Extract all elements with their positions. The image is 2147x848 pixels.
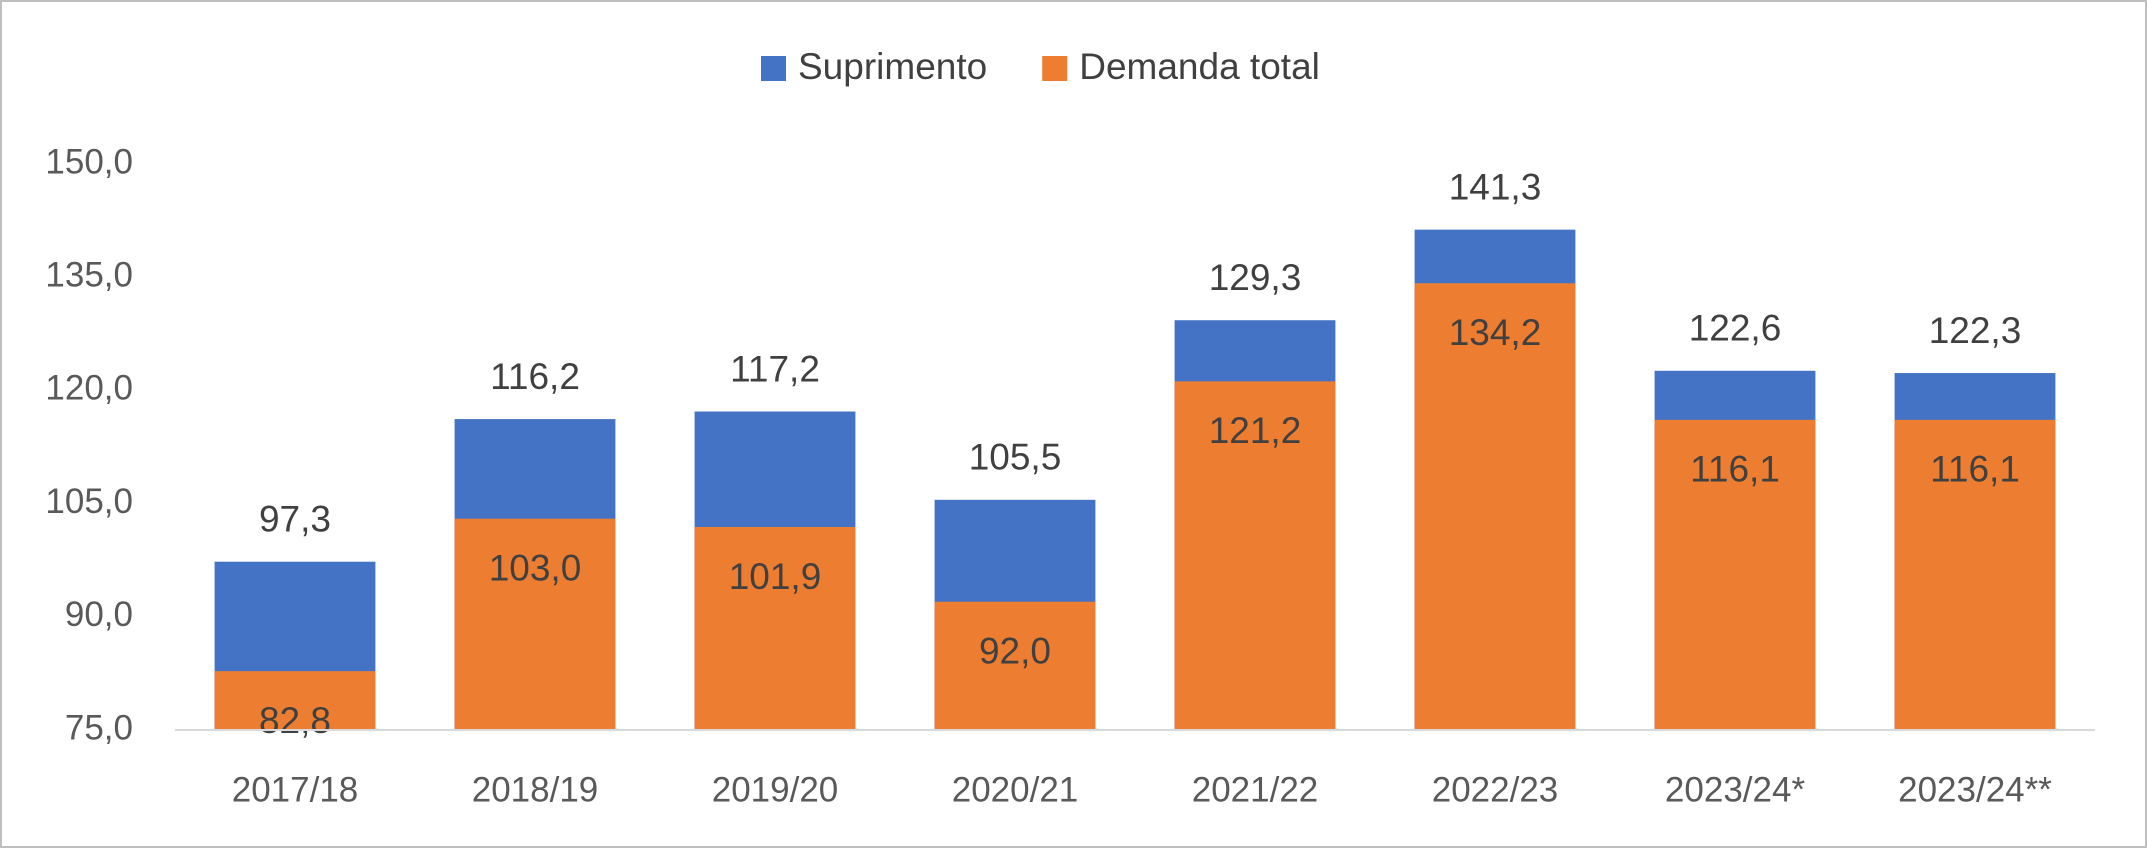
bar [1414,283,1576,730]
data-label: 116,2 [490,356,580,397]
y-tick-label: 75,0 [65,708,133,747]
x-tick-label: 2023/24* [1665,770,1806,809]
data-label: 134,2 [1449,312,1542,353]
data-label: 122,6 [1689,308,1782,349]
x-tick-label: 2020/21 [952,770,1079,809]
bar [214,671,376,730]
bar [934,601,1096,730]
data-label: 116,1 [1930,449,2020,490]
y-tick-label: 150,0 [45,142,133,181]
data-label: 141,3 [1449,166,1542,207]
legend-label: Demanda total [1079,46,1320,87]
x-tick-label: 2017/18 [232,770,359,809]
legend-swatch [1042,56,1068,81]
bar [1174,381,1336,730]
data-label: 116,1 [1690,449,1780,490]
y-tick-label: 90,0 [65,595,133,634]
x-tick-label: 2023/24** [1898,770,2052,809]
legend-swatch [761,56,786,81]
bar [1654,419,1816,730]
y-tick-label: 120,0 [45,369,133,408]
data-label: 97,3 [259,498,331,539]
data-label: 101,9 [729,556,822,597]
bar [694,526,856,730]
bar [1894,419,2056,730]
y-tick-label: 135,0 [45,255,133,294]
data-label: 92,0 [979,630,1051,671]
data-label: 129,3 [1209,257,1302,298]
bar [454,518,616,730]
legend-label: Suprimento [798,46,987,87]
x-tick-label: 2021/22 [1192,770,1319,809]
data-label: 117,2 [730,348,820,389]
data-label: 82,8 [259,700,331,741]
data-label: 121,2 [1209,410,1302,451]
data-label: 103,0 [489,547,582,588]
y-tick-label: 105,0 [45,482,133,521]
x-tick-label: 2022/23 [1432,770,1559,809]
x-tick-label: 2019/20 [712,770,839,809]
data-label: 105,5 [969,437,1062,478]
x-tick-label: 2018/19 [472,770,599,809]
data-label: 122,3 [1929,310,2022,351]
